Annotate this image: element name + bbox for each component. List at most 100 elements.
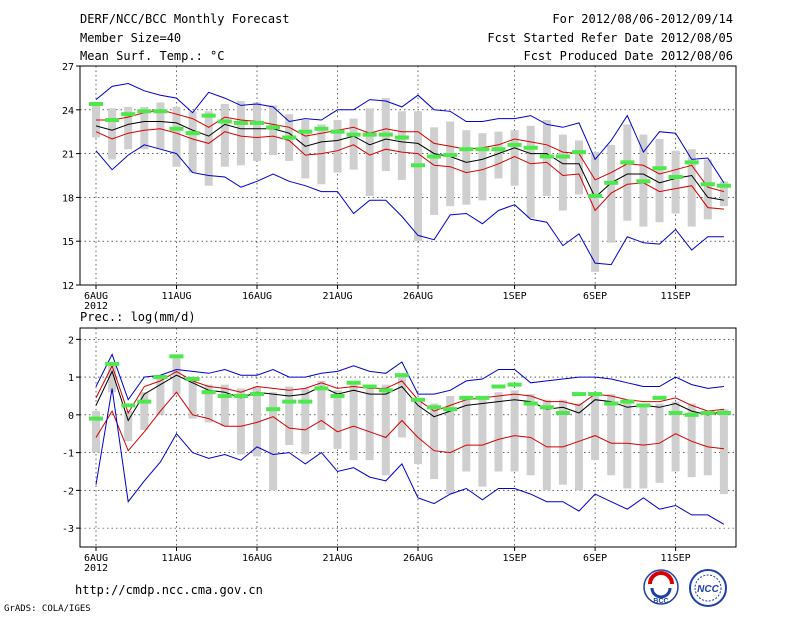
y-tick-label: 0 [68,411,74,422]
variable-label: Mean Surf. Temp.: °C [80,49,225,63]
spread-box [204,111,213,186]
x-tick-label: 16AUG [242,553,272,564]
grads-credit: GrADS: COLA/IGES [4,604,91,614]
source-url[interactable]: http://cmdp.ncc.cma.gov.cn [75,583,263,597]
y-tick-label: 21 [62,150,74,161]
start-date: Fcst Started Refer Date 2012/08/05 [487,31,733,45]
observed-marker [555,410,570,415]
observed-marker [475,147,490,152]
spread-box [687,403,696,478]
observed-marker [700,410,715,415]
spread-box [494,131,503,179]
spread-box [558,399,567,485]
spread-box [236,388,245,455]
series-lower-spread [95,128,724,212]
spread-box [655,139,664,223]
observed-marker [443,153,458,158]
spread-box [172,358,181,395]
spread-box [671,401,680,472]
observed-marker [523,145,538,150]
observed-marker [153,109,168,114]
bcc-logo: BCC [643,569,679,605]
spread-box [430,127,439,215]
y-tick-label: 18 [62,193,74,204]
spread-box [236,101,245,166]
series-upper-spread [95,364,724,415]
x-tick-label: 11AUG [161,553,191,564]
observed-marker [507,382,522,387]
observed-marker [652,166,667,171]
observed-marker [121,403,136,408]
spread-box [446,121,455,207]
spread-box [719,181,728,207]
y-tick-label: 2 [68,335,74,346]
spread-box [204,384,213,423]
y-tick-label: -1 [62,449,74,460]
observed-marker [105,361,120,366]
spread-box [510,130,519,186]
spread-box [156,377,165,415]
observed-marker [378,388,393,393]
observed-marker [572,150,586,155]
spread-box [591,394,600,461]
x-tick-label: 26AUG [403,291,433,302]
spread-box [188,377,197,419]
observed-marker [491,384,506,389]
spread-box [317,124,326,185]
forecast-period: For 2012/08/06-2012/09/14 [552,12,733,26]
spread-box [156,102,165,150]
observed-marker [137,109,152,114]
plot-frame [79,65,737,286]
observed-marker [716,183,731,188]
observed-marker [588,193,603,198]
observed-marker [475,395,490,400]
spread-box [414,397,422,464]
spread-box [285,386,294,446]
spread-box [220,384,229,427]
spread-box [92,103,100,138]
observed-marker [314,386,329,391]
observed-marker [427,154,442,159]
spread-box [703,411,712,476]
spread-box [526,125,535,218]
observed-marker [185,376,200,381]
y-tick-label: 15 [62,237,74,248]
member-size-label: Member Size=40 [80,31,182,45]
observed-marker [282,399,297,404]
y-tick-label: 1 [68,373,74,384]
observed-marker [411,163,425,168]
spread-box [253,102,261,161]
observed-marker [620,160,635,165]
spread-box [494,392,503,472]
spread-box [687,149,696,227]
spread-box [575,403,583,491]
observed-marker [346,132,361,137]
observed-marker [700,182,715,187]
observed-marker [668,174,683,179]
observed-marker [427,405,442,410]
spread-box [510,390,519,472]
observed-marker [572,392,586,397]
observed-marker [153,375,168,380]
series-member-min [95,144,724,266]
x-tick-label: 26AUG [403,553,433,564]
spread-box [301,388,310,455]
observed-marker [684,160,699,165]
ncc-logo: NCC [689,569,727,607]
series-lower-spread [95,391,724,454]
observed-marker [362,384,377,389]
x-tick-label: 1SEP [503,291,527,302]
spread-box [108,108,117,160]
spread-box [462,130,471,205]
observed-marker [217,393,232,398]
y-tick-label: 12 [62,281,74,292]
observed-marker [314,126,329,131]
observed-marker [201,113,216,118]
spread-box [92,411,100,453]
observed-marker [555,154,570,159]
observed-marker [330,129,345,134]
observed-marker [121,112,136,117]
spread-box [124,411,133,442]
observed-marker [217,119,232,124]
